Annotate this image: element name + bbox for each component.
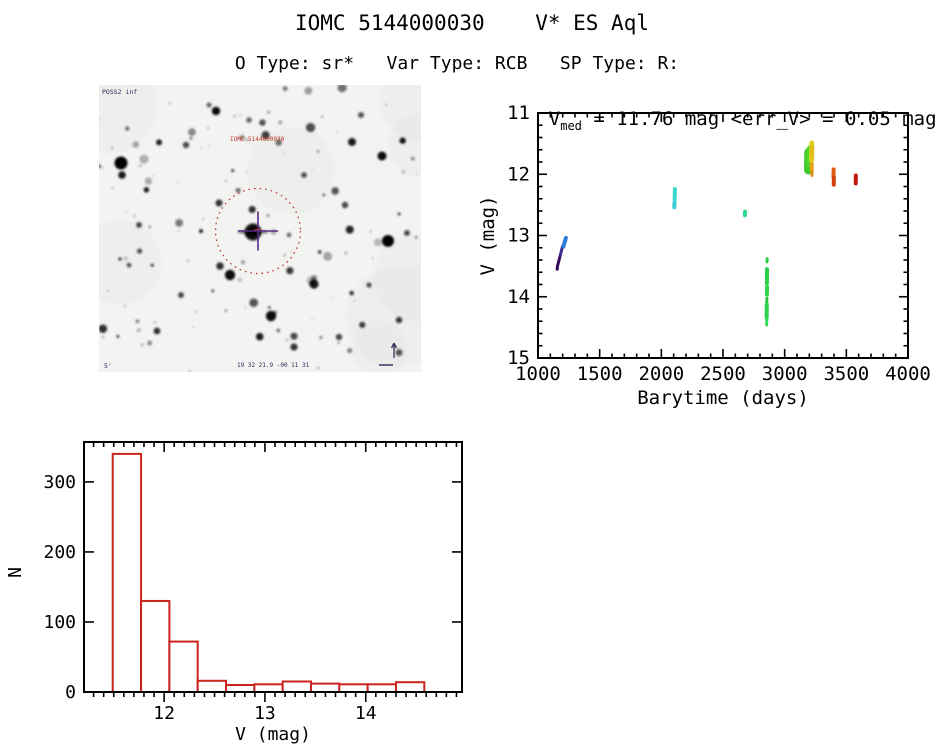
histogram-plot: 12 13 14 0 100 200 300 V (mag)	[43, 441, 463, 745]
svg-text:15: 15	[507, 347, 530, 369]
svg-text:12: 12	[153, 703, 175, 724]
histogram-ylabel: N	[4, 567, 26, 578]
svg-text:200: 200	[43, 542, 76, 563]
svg-text:4000: 4000	[885, 363, 931, 385]
svg-text:13: 13	[254, 703, 276, 724]
compass-north-arrow-icon	[379, 342, 398, 366]
hist-bars	[111, 452, 426, 694]
svg-text:100: 100	[43, 612, 76, 633]
svg-text:2000: 2000	[638, 363, 684, 385]
svg-text:13: 13	[507, 225, 530, 247]
svg-text:0: 0	[65, 682, 76, 703]
survey-label: POSS2 inf	[102, 88, 137, 96]
page-subtitle: O Type: sr* Var Type: RCB SP Type: R:	[234, 53, 680, 74]
page-title: IOMC 5144000030 V* ES Aql	[294, 11, 649, 35]
light-curve-xlabel: Barytime (days)	[637, 387, 809, 409]
svg-text:1000: 1000	[515, 363, 561, 385]
svg-text:12: 12	[507, 163, 530, 185]
finder-chart: POSS2 inf IOMC 5144000030 19 32 21.9 -00…	[60, 57, 461, 376]
target-circle	[214, 187, 302, 275]
svg-text:2500: 2500	[700, 363, 746, 385]
target-cross-icon	[238, 211, 278, 251]
vmed-subscript: med	[560, 118, 582, 133]
histogram-xlabel: V (mag)	[235, 724, 311, 745]
svg-text:3500: 3500	[823, 363, 869, 385]
svg-text:14: 14	[355, 703, 377, 724]
light-curve-ylabel: V (mag)	[480, 195, 499, 275]
coord-label: 19 32 21.9 -00 11 31	[237, 362, 310, 369]
svg-text:3000: 3000	[762, 363, 808, 385]
svg-text:14: 14	[507, 286, 530, 308]
svg-text:300: 300	[43, 472, 76, 493]
light-curve-plot: 1000 1500 2000 2500 3000 3500 4000 11 12 13 14 15 Ba…	[480, 102, 931, 409]
svg-text:11: 11	[507, 102, 530, 124]
svg-text:1500: 1500	[577, 363, 623, 385]
scale-label: 5'	[104, 362, 112, 370]
vmed-symbol: V	[548, 108, 561, 130]
lc-points	[555, 140, 858, 327]
finder-chart-image: POSS2 inf IOMC 5144000030 19 32 21.9 -00…	[60, 57, 461, 376]
target-label: IOMC 5144000030	[230, 136, 285, 143]
